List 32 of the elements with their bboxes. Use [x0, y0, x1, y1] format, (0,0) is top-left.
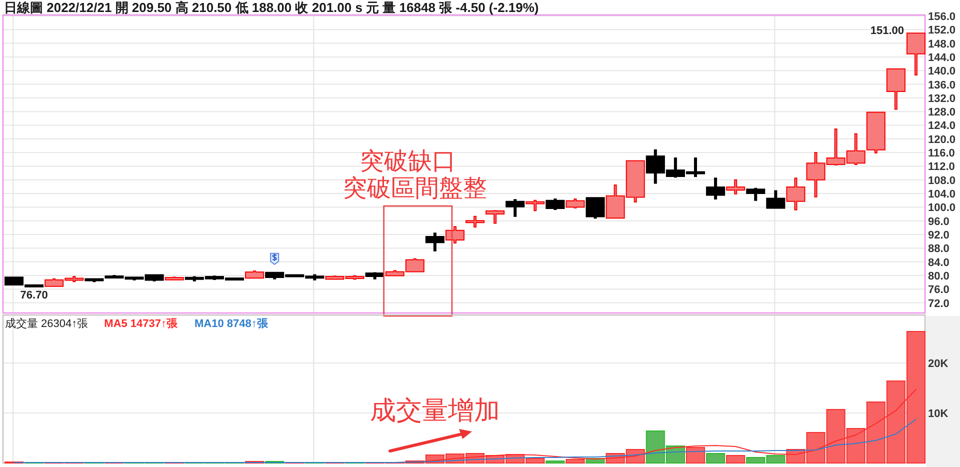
y-tick-label: 100.0 [928, 202, 956, 214]
y-tick-label: 112.0 [928, 161, 955, 174]
y-tick-label: 132.0 [928, 92, 956, 105]
y-tick-label: 124.0 [928, 120, 956, 132]
y-tick-label: 96.0 [928, 216, 950, 228]
legend: MA5 14737↑張 MA10 8748↑張 [104, 318, 268, 330]
y-tick-label: 88.0 [928, 243, 950, 256]
y-tick-label: 152.0 [928, 24, 956, 37]
y-tick-label: 84.0 [928, 256, 950, 269]
chart-title: 成交量 26304↑張 [5, 317, 88, 330]
y-tick-label: 128.0 [928, 106, 956, 119]
y-tick-label: 20K [928, 358, 948, 370]
y-tick-label: 140.0 [928, 66, 956, 78]
y-tick-label: 156.0 [928, 11, 956, 23]
annotation: 突破缺口 [360, 148, 456, 175]
y-tick-label: 10K [928, 408, 948, 420]
y-tick-label: 76.0 [928, 284, 950, 296]
y-tick-label: 108.0 [928, 174, 956, 187]
annotation: 成交量增加 [370, 395, 500, 425]
y-tick-label: 116.0 [928, 148, 955, 160]
annotation: 76.70 [20, 290, 48, 302]
y-tick-label: 72.0 [928, 298, 950, 310]
annotation: 151.00 [870, 25, 904, 37]
y-tick-label: 120.0 [928, 134, 956, 146]
y-tick-label: 80.0 [928, 270, 950, 282]
y-tick-label: 92.0 [928, 229, 950, 242]
annotation: 突破區間盤整 [343, 175, 487, 202]
y-tick-label: 148.0 [928, 38, 956, 50]
y-tick-label: 144.0 [928, 52, 956, 64]
chart-title: 日線圖 2022/12/21 開 209.50 高 210.50 低 188.00 收 201.00 s 元 量 16848 張 -4.50 (-2.19%) [4, 0, 539, 15]
y-tick-label: 136.0 [928, 79, 956, 92]
y-tick-label: 104.0 [928, 188, 956, 201]
